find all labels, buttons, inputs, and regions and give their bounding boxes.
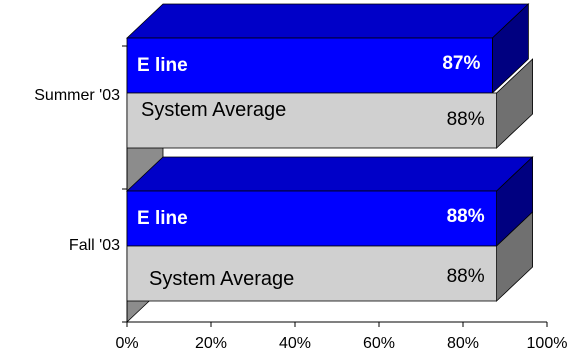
category-label: Fall '03 — [69, 237, 120, 254]
x-tick-label: 20% — [195, 335, 227, 352]
system-average-bar — [126, 92, 498, 149]
e-line-data-label: 88% — [447, 206, 485, 227]
e-line-bar — [126, 190, 498, 247]
e-line-data-label: 87% — [442, 53, 480, 74]
x-tick-label: 40% — [279, 335, 311, 352]
e-line-bar — [126, 37, 493, 94]
x-tick-label: 60% — [363, 335, 395, 352]
x-tick-label: 80% — [447, 335, 479, 352]
system-average-data-label: 88% — [447, 109, 485, 130]
system-average-data-label: 88% — [447, 266, 485, 287]
system-average-series-label: System Average — [149, 268, 294, 290]
e-line-bar-top — [125, 156, 534, 192]
category-label: Summer '03 — [34, 87, 120, 104]
system-average-bar — [126, 245, 498, 302]
x-tick-label: 0% — [115, 335, 138, 352]
e-line-series-label: E line — [137, 208, 188, 229]
e-line-series-label: E line — [137, 55, 188, 76]
system-average-series-label: System Average — [141, 99, 286, 121]
x-tick-label: 100% — [527, 335, 567, 352]
e-line-bar-top — [125, 3, 530, 39]
